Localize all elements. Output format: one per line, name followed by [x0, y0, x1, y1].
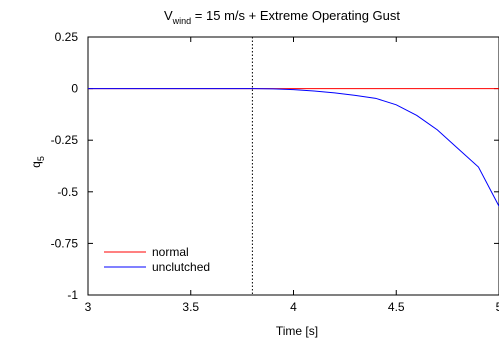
y-tick-label: -1: [67, 288, 78, 302]
plot-area-border: [87, 36, 499, 296]
x-axis-label: Time [s]: [276, 324, 318, 338]
y-axis-label-subscript: 5: [36, 156, 46, 161]
y-tick-label: -0.25: [51, 133, 79, 147]
x-tick-label: 5: [496, 300, 499, 314]
y-tick-label: -0.75: [51, 236, 79, 250]
legend-label-unclutched: unclutched: [152, 260, 210, 274]
y-tick-label: -0.5: [57, 185, 78, 199]
x-tick-label: 4.5: [388, 300, 405, 314]
legend-label-normal: normal: [152, 245, 189, 259]
chart-title-suffix: = 15 m/s + Extreme Operating Gust: [191, 8, 400, 23]
chart-title: Vwind = 15 m/s + Extreme Operating Gust: [164, 8, 400, 26]
plot-frame: [87, 36, 499, 296]
y-axis-label-base: q: [29, 161, 43, 168]
x-tick-label: 3.5: [182, 300, 199, 314]
chart-title-prefix: V: [164, 8, 173, 23]
chart-title-subscript: wind: [172, 16, 192, 26]
y-axis-label: q5: [29, 156, 46, 168]
x-tick-label: 3: [85, 300, 92, 314]
y-tick-label: 0.25: [55, 30, 79, 44]
y-tick-label: 0: [71, 82, 78, 96]
axis-ticks: 3 3.5 4 4.5 5 0.25 0 -0.25 -0.5 -0.75 -1: [51, 30, 499, 314]
x-tick-label: 4: [290, 300, 297, 314]
series-line-unclutched: [88, 88, 499, 207]
series-group: [88, 88, 499, 207]
